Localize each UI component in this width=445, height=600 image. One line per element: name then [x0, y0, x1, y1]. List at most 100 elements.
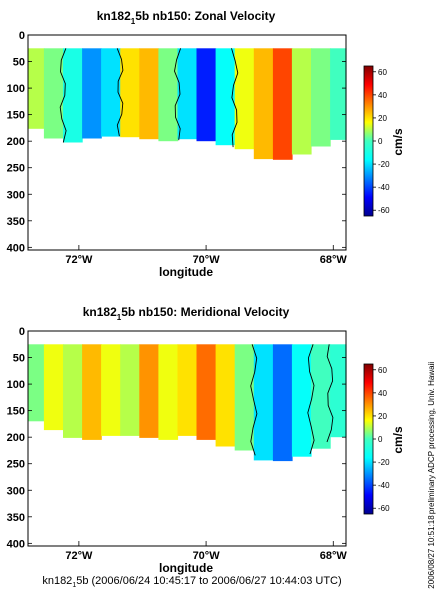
- velocity-band: [177, 344, 198, 436]
- velocity-band: [215, 48, 236, 146]
- velocity-band: [82, 48, 102, 139]
- y-tick-label: 250: [7, 163, 25, 175]
- colorbar-tick-label: 20: [378, 412, 387, 421]
- meridional-y-ticks: 0 50 100 150 200 250 300 350 400: [7, 326, 346, 550]
- zonal-xlabel: longitude: [159, 265, 213, 279]
- y-tick-label: 350: [7, 216, 25, 228]
- y-tick-label: 250: [7, 459, 25, 471]
- velocity-band: [291, 48, 312, 155]
- velocity-band: [28, 48, 45, 129]
- meridional-colorbar-bar: [363, 363, 374, 515]
- y-tick-label: 300: [7, 485, 25, 497]
- velocity-band: [272, 48, 293, 160]
- x-tick-label: 70°W: [193, 254, 221, 266]
- velocity-band: [311, 48, 331, 147]
- y-tick-label: 200: [7, 432, 25, 444]
- colorbar-tick-label: -20: [378, 160, 390, 169]
- velocity-band: [43, 344, 64, 431]
- zero-contour: [307, 344, 315, 455]
- colorbar-tick-label: 40: [378, 389, 387, 398]
- velocity-band: [234, 344, 255, 451]
- velocity-band: [177, 48, 198, 140]
- velocity-band: [234, 48, 255, 150]
- meridional-colorbar-ticks: 60 40 20 0 -20 -40 -60: [373, 366, 390, 513]
- colorbar-tick-label: 20: [378, 114, 387, 123]
- velocity-band: [63, 344, 83, 438]
- colorbar-tick-label: 60: [378, 68, 387, 77]
- velocity-band: [43, 48, 64, 139]
- velocity-band: [311, 344, 331, 449]
- velocity-band: [196, 48, 217, 142]
- y-tick-label: 100: [7, 379, 25, 391]
- y-tick-label: 350: [7, 512, 25, 524]
- timestamp-text: 2006/08/27 10:51:18: [427, 515, 436, 589]
- zero-contour: [116, 48, 124, 137]
- footer-caption: kn18215b (2006/06/24 10:45:17 to 2006/06…: [42, 575, 341, 589]
- y-tick-label: 0: [19, 326, 25, 338]
- velocity-band: [215, 344, 236, 447]
- y-tick-label: 400: [7, 242, 25, 254]
- zonal-colorbar-ticks: 60 40 20 0 -20 -40 -60: [373, 68, 390, 215]
- zonal-colorbar-bar: [363, 65, 374, 217]
- meridional-colorbar: 60 40 20 0 -20 -40 -60 cm/s: [363, 363, 405, 515]
- velocity-band: [330, 344, 347, 438]
- zonal-plot-area: [28, 48, 347, 160]
- velocity-band: [253, 48, 274, 160]
- colorbar-tick-label: 0: [378, 137, 383, 146]
- colorbar-tick-label: -60: [378, 206, 390, 215]
- velocity-band: [291, 344, 312, 457]
- x-tick-label: 72°W: [65, 550, 93, 562]
- zero-contour: [326, 344, 334, 443]
- zonal-colorbar-label: cm/s: [391, 128, 405, 156]
- velocity-band: [158, 48, 179, 142]
- colorbar-tick-label: -40: [378, 183, 390, 192]
- velocity-band: [120, 48, 140, 138]
- y-tick-label: 50: [13, 353, 25, 365]
- meridional-axes-frame: [27, 330, 347, 547]
- meridional-panel: kn18215b nb150: Meridional Velocity 0 50 1…: [7, 305, 405, 575]
- colorbar-tick-label: -40: [378, 481, 390, 490]
- x-tick-label: 68°W: [320, 254, 348, 266]
- y-tick-label: 150: [7, 110, 25, 122]
- credit-text: preliminary ADCP processing, Univ. Hawai…: [427, 362, 436, 514]
- y-tick-label: 100: [7, 83, 25, 95]
- meridional-plot-area: [28, 344, 347, 462]
- velocity-band: [253, 344, 274, 461]
- velocity-band: [82, 344, 102, 440]
- zero-contour: [231, 48, 239, 148]
- y-tick-label: 50: [13, 57, 25, 69]
- meridional-xlabel: longitude: [159, 561, 213, 575]
- velocity-band: [101, 48, 121, 137]
- zonal-colorbar: 60 40 20 0 -20 -40 -60 cm/s: [363, 65, 405, 217]
- velocity-band: [330, 48, 347, 140]
- velocity-band: [139, 48, 159, 140]
- x-tick-label: 72°W: [65, 254, 93, 266]
- velocity-band: [120, 344, 140, 436]
- zero-contour: [250, 344, 258, 456]
- velocity-band: [158, 344, 179, 440]
- y-tick-label: 200: [7, 136, 25, 148]
- colorbar-tick-label: 0: [378, 435, 383, 444]
- meridional-x-ticks: 72°W 70°W 68°W: [65, 541, 347, 562]
- y-tick-label: 400: [7, 538, 25, 550]
- zonal-axes-frame: [27, 34, 347, 251]
- colorbar-tick-label: -60: [378, 504, 390, 513]
- y-tick-label: 300: [7, 189, 25, 201]
- zonal-panel: kn18215b nb150: Zonal Velocity 0 50 100 150…: [7, 9, 405, 279]
- colorbar-tick-label: 60: [378, 366, 387, 375]
- velocity-band: [101, 344, 121, 436]
- zero-contour: [174, 48, 182, 141]
- y-tick-label: 150: [7, 406, 25, 418]
- x-tick-label: 70°W: [193, 550, 221, 562]
- y-tick-label: 0: [19, 30, 25, 42]
- velocity-band: [139, 344, 159, 438]
- colorbar-tick-label: 40: [378, 91, 387, 100]
- colorbar-tick-label: -20: [378, 458, 390, 467]
- velocity-band: [196, 344, 217, 440]
- zero-contour: [59, 48, 67, 143]
- meridional-title: kn18215b nb150: Meridional Velocity: [83, 305, 290, 322]
- velocity-band: [63, 48, 83, 143]
- zonal-title: kn18215b nb150: Zonal Velocity: [97, 9, 276, 26]
- meridional-colorbar-label: cm/s: [391, 426, 405, 454]
